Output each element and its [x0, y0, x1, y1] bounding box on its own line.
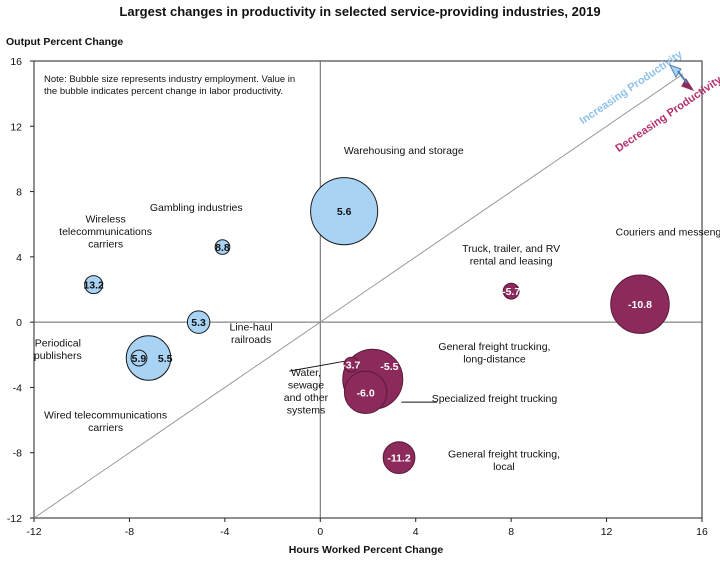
bubble [382, 441, 416, 474]
industry-label-line: rental and leasing [470, 255, 553, 267]
industry-label-line: sewage [288, 380, 324, 392]
industry-label-line: Wired telecommunications [44, 409, 167, 421]
bubble [610, 274, 670, 334]
x-tick-label: -12 [26, 526, 41, 538]
bubble-value: 8.8 [215, 242, 230, 254]
x-tick-label: -4 [220, 526, 229, 538]
increasing-arrow-icon [668, 64, 682, 79]
arrow-stem [677, 70, 688, 84]
y-tick-label: 0 [16, 317, 22, 329]
industry-label: General freight trucking, local [448, 449, 560, 474]
bubble [125, 335, 172, 381]
x-tick-label: 4 [413, 526, 419, 538]
industry-label-line: long-distance [463, 353, 526, 365]
industry-label-line: carriers [88, 239, 123, 251]
industry-label-line: local [493, 461, 515, 473]
industry-label: Wireless telecommunications carriers [59, 214, 152, 251]
industry-label: General freight trucking, long-distance [438, 341, 550, 366]
bubble [130, 349, 148, 367]
bubble [343, 356, 360, 373]
industry-label-line: Periodical [35, 338, 81, 350]
industry-label: Gambling industries [150, 202, 243, 214]
industry-label-line: carriers [88, 422, 123, 434]
industry-label-line: Water, [291, 367, 321, 379]
industry-label: Line-haul railroads [229, 321, 272, 346]
bubble [214, 239, 231, 255]
leader-line [289, 360, 345, 372]
x-tick-label: 0 [317, 526, 323, 538]
industry-label: Couriers and messengers [616, 227, 720, 239]
industry-label-line: Gambling industries [150, 202, 243, 214]
industry-label: Specialized freight trucking [432, 393, 558, 405]
bubble [310, 177, 379, 246]
bubble-value: -11.2 [387, 453, 411, 465]
bubble-value: -5.5 [380, 361, 398, 373]
industry-label-line: publishers [34, 350, 82, 362]
bubble [343, 370, 388, 415]
industry-label-line: Warehousing and storage [344, 145, 464, 157]
industry-label: Truck, trailer, and RV rental and leasing [462, 243, 560, 267]
y-tick-label: 12 [10, 121, 22, 133]
industry-label-line: Specialized freight trucking [432, 393, 558, 405]
y-tick-label: 16 [10, 56, 22, 68]
bubble-value: 5.5 [158, 353, 173, 365]
plot-frame [33, 60, 703, 519]
bubble [502, 282, 520, 300]
bubble-value: 5.3 [191, 317, 206, 329]
industry-label-line: Wireless [85, 214, 125, 226]
bubble-value: 5.9 [132, 353, 147, 365]
bubble-value: 13.2 [83, 280, 104, 292]
y-tick-label: -4 [13, 382, 22, 394]
bubble [186, 310, 211, 334]
industry-label-line: Couriers and messengers [616, 227, 720, 239]
bubble [84, 275, 104, 295]
industry-label-line: General freight trucking, [448, 449, 560, 461]
bubble-value: -5.7 [502, 286, 520, 298]
y-axis-label: Output Percent Change [6, 36, 124, 48]
bubble-value: -6.0 [357, 387, 375, 399]
x-tick-label: 8 [508, 526, 514, 538]
chart-title: Largest changes in productivity in selec… [119, 4, 601, 19]
y-tick-label: 8 [16, 187, 22, 199]
industry-label-line: systems [287, 405, 326, 417]
industry-label-line: Line-haul [229, 321, 272, 333]
industry-label-line: Truck, trailer, and RV [462, 243, 560, 255]
industry-label-line: telecommunications [59, 226, 152, 238]
bubble-value: -3.7 [342, 360, 360, 372]
industry-label: Periodical publishers [34, 338, 82, 363]
productivity-diagonal [33, 73, 684, 519]
decreasing-arrow-icon [681, 78, 695, 92]
industry-label-line: General freight trucking, [438, 341, 550, 353]
industry-label-line: and other [284, 392, 329, 404]
x-tick-label: 12 [601, 526, 613, 538]
industry-label: Water, sewage and other systems [284, 367, 329, 417]
industry-label: Warehousing and storage [344, 145, 464, 157]
x-tick-label: -8 [125, 526, 134, 538]
bubble-value: 5.6 [337, 206, 352, 218]
y-tick-label: -12 [7, 513, 22, 525]
chart-note: Note: Bubble size represents industry em… [44, 74, 296, 97]
industry-label: Wired telecommunications carriers [44, 409, 167, 434]
y-tick-label: -8 [13, 448, 22, 460]
x-axis-label: Hours Worked Percent Change [288, 544, 444, 556]
bubble-value: -10.8 [628, 299, 652, 311]
x-tick-label: 16 [696, 526, 708, 538]
industry-label-line: railroads [231, 334, 271, 346]
y-tick-label: 4 [16, 252, 22, 264]
